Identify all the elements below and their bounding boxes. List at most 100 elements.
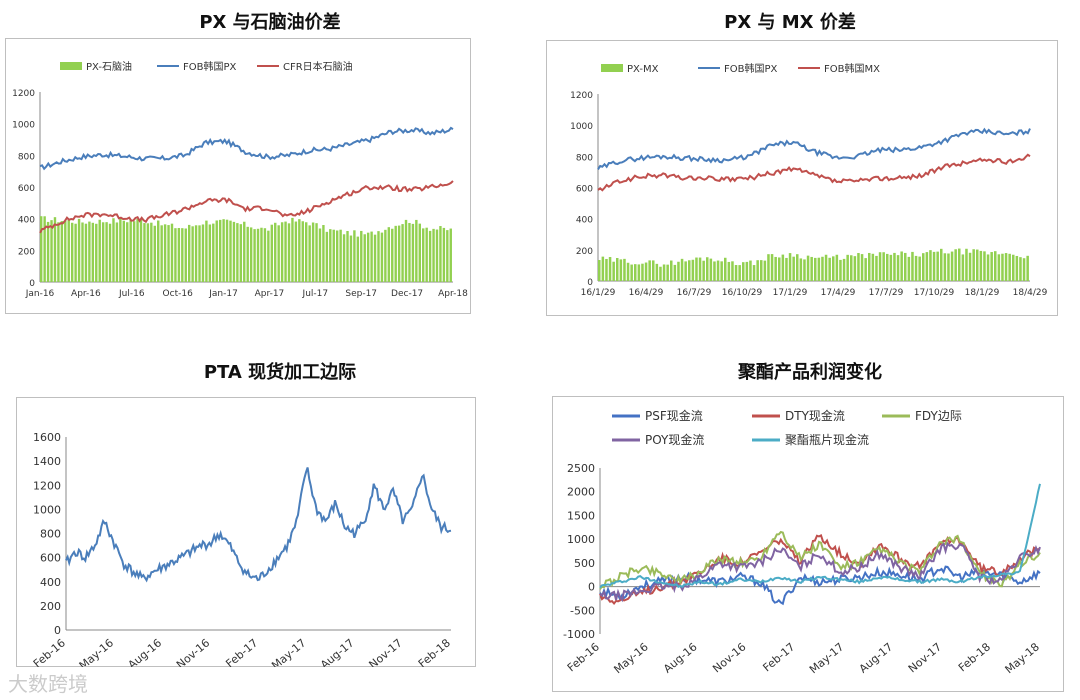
spread-bar: [439, 226, 442, 282]
x-tick-label: Apr-17: [255, 289, 285, 299]
spread-bar: [623, 258, 626, 281]
spread-bar: [943, 253, 947, 281]
spread-bar: [122, 220, 126, 282]
spread-bar: [691, 259, 695, 281]
spread-bar: [846, 254, 849, 281]
spread-bar: [911, 251, 914, 281]
spread-bar: [734, 265, 738, 281]
spread-bar: [680, 258, 684, 281]
spread-bar: [1022, 258, 1026, 281]
spread-bar: [688, 260, 691, 281]
spread-bar: [976, 249, 979, 281]
spread-bar: [177, 227, 181, 282]
spread-bar: [932, 251, 936, 281]
spread-bar: [84, 223, 88, 282]
y-tick-label: 1600: [33, 431, 61, 444]
spread-bar: [64, 220, 67, 282]
spread-bar: [215, 220, 218, 282]
spread-bar: [435, 229, 439, 282]
spread-bar: [108, 223, 112, 282]
y-tick-label: 1000: [12, 121, 35, 131]
spread-bar: [857, 253, 860, 281]
spread-bar: [767, 254, 770, 281]
y-tick-label: 1400: [33, 455, 61, 468]
spread-bar: [922, 253, 925, 281]
spread-bar: [731, 261, 734, 281]
spread-bar: [950, 251, 954, 281]
spread-bar: [702, 260, 705, 281]
spread-bar: [335, 230, 339, 282]
spread-bar: [277, 225, 280, 282]
spread-bar: [105, 222, 108, 282]
y-tick-label: -1000: [563, 628, 595, 641]
spread-bar: [814, 257, 817, 281]
spread-bar: [598, 260, 601, 281]
legend-label: 聚酯瓶片现金流: [785, 432, 869, 447]
legend-label: FDY边际: [915, 409, 962, 423]
spread-bar: [749, 260, 752, 281]
spread-bar: [835, 254, 839, 281]
spread-bar: [652, 260, 655, 281]
y-tick-label: 800: [576, 153, 593, 163]
spread-bar: [366, 232, 370, 282]
spread-bar: [983, 251, 986, 281]
spread-bar: [770, 254, 774, 281]
spread-bar: [896, 255, 900, 281]
spread-bar: [222, 219, 225, 282]
spread-bar: [308, 225, 311, 282]
spread-bar: [875, 255, 878, 281]
spread-bar: [727, 261, 731, 281]
spread-bar: [270, 224, 274, 282]
spread-bar: [301, 221, 304, 282]
spread-bar: [882, 252, 885, 281]
x-tick-label: Apr-18: [438, 289, 468, 299]
x-tick-label: 16/7/29: [677, 288, 712, 298]
spread-bar: [1008, 253, 1011, 281]
x-tick-label: 17/7/29: [869, 288, 904, 298]
spread-bar: [298, 219, 301, 282]
spread-bar: [929, 250, 932, 281]
spread-bar: [893, 252, 896, 281]
spread-bar: [239, 224, 243, 282]
spread-bar: [401, 224, 404, 282]
spread-bar: [212, 223, 215, 282]
chart4-title: 聚酯产品利润变化: [738, 362, 882, 383]
spread-bar: [329, 229, 332, 282]
spread-bar: [218, 219, 222, 282]
spread-bar: [232, 221, 236, 282]
spread-bar: [194, 225, 198, 282]
legend-label: PSF现金流: [645, 408, 703, 423]
spread-bar: [914, 255, 918, 281]
x-tick-label: 17/10/29: [914, 288, 955, 298]
chart1-title: PX 与石脑油价差: [199, 12, 341, 33]
spread-bar: [95, 223, 98, 282]
y-tick-label: 200: [40, 600, 61, 613]
spread-bar: [742, 262, 745, 281]
x-tick-label: Jan-17: [208, 289, 238, 299]
legend-label: FOB韩国PX: [724, 62, 778, 75]
spread-bar: [315, 223, 318, 282]
spread-bar: [157, 220, 160, 282]
spread-bar: [842, 258, 846, 281]
spread-bar: [81, 222, 84, 282]
spread-bar: [1001, 253, 1004, 281]
spread-bar: [139, 219, 143, 282]
spread-bar: [446, 230, 449, 282]
legend-swatch: [60, 62, 82, 70]
x-tick-label: 18/1/29: [965, 288, 1000, 298]
profit-line-poy: [599, 541, 1041, 603]
spread-bar: [630, 264, 633, 281]
y-tick-label: 400: [18, 216, 35, 226]
spread-bar: [418, 223, 421, 282]
y-tick-label: 1000: [570, 122, 593, 132]
spread-bar: [425, 227, 428, 282]
y-tick-label: 500: [574, 557, 595, 570]
spread-bar: [792, 256, 795, 281]
spread-bar: [986, 254, 990, 281]
x-tick-label: Dec-17: [391, 289, 423, 299]
spread-bar: [760, 260, 763, 281]
spread-bar: [940, 248, 943, 281]
spread-bar: [115, 222, 119, 282]
spread-bar: [662, 264, 666, 281]
